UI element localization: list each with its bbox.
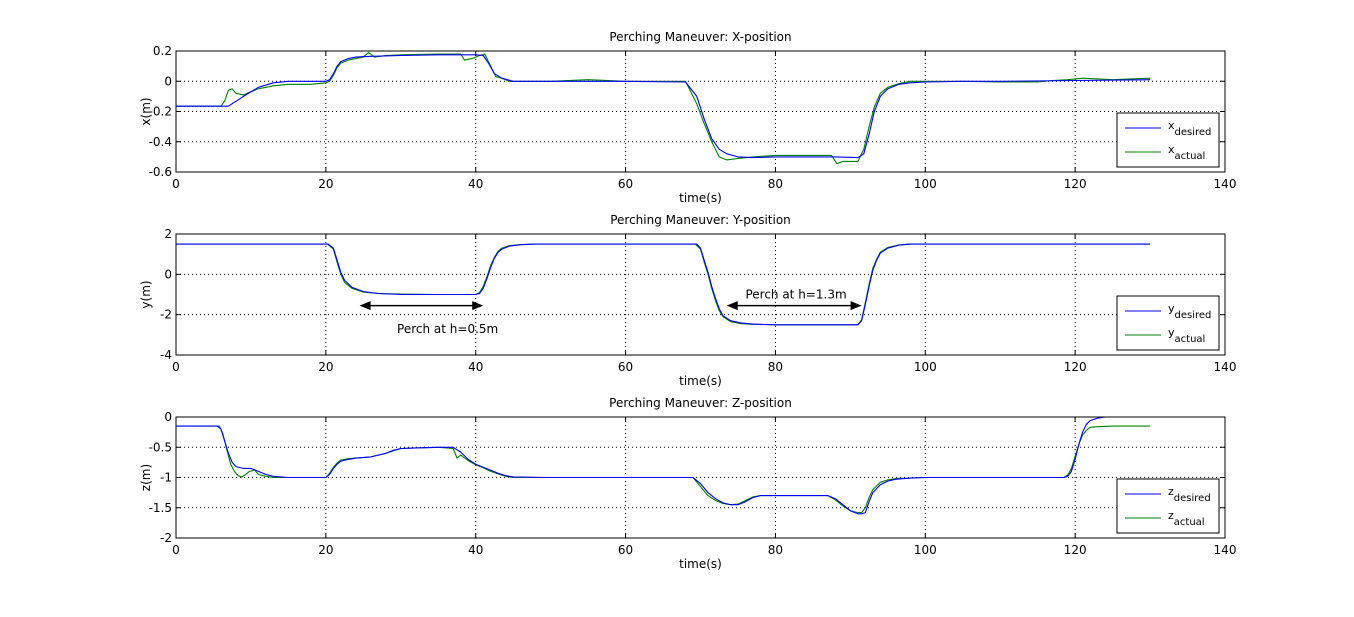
legend-label-desired: ydesired <box>1168 302 1211 321</box>
grid <box>176 234 1225 355</box>
series-line-desired <box>176 54 1151 159</box>
subplot-z: 0 20 40 60 80 100 120 140 -2 -1.5 -1 -0.5 0 Perching … <box>139 396 1236 571</box>
x-tick-label: 140 <box>1214 360 1237 374</box>
subplot-y: 0 20 40 60 80 100 120 140 -4 -2 0 2 Perching Maneuve… <box>139 213 1236 388</box>
legend-label-base: x <box>1168 143 1175 156</box>
legend-label-actual: yactual <box>1168 326 1205 345</box>
legend-label-desired: xdesired <box>1168 119 1211 138</box>
legend-box <box>1116 478 1220 534</box>
annotation-arrow-head-right <box>472 301 484 311</box>
x-tick-label: 20 <box>318 543 333 557</box>
annotation-arrow-head-left <box>359 301 371 311</box>
y-tick-label: -1 <box>160 471 172 485</box>
x-tick-label: 80 <box>768 360 783 374</box>
y-axis-label: x(m) <box>139 97 153 125</box>
x-tick-label: 120 <box>1064 543 1087 557</box>
x-tick-label: 0 <box>172 543 180 557</box>
annotation: Perch at h=0.5m <box>359 301 498 336</box>
y-tick-label: 0 <box>164 74 172 88</box>
y-tick-label: 2 <box>164 227 172 241</box>
legend-box <box>1116 112 1220 168</box>
annotation-arrow-head-right <box>850 301 862 311</box>
x-tick-label: 20 <box>318 360 333 374</box>
series-group <box>176 51 1151 165</box>
y-tick-label: -2 <box>160 308 172 322</box>
ticks: 0 20 40 60 80 100 120 140 -4 -2 0 2 <box>160 227 1236 374</box>
annotation-arrow-head-left <box>726 301 738 311</box>
x-tick-label: 120 <box>1064 360 1087 374</box>
x-tick-label: 40 <box>468 177 483 191</box>
x-tick-label: 140 <box>1214 543 1237 557</box>
subplot-x: 0 20 40 60 80 100 120 140 -0.6 -0.4 -0.2 0 0.2 Perchi… <box>139 30 1236 205</box>
y-tick-label: -0.6 <box>149 165 172 179</box>
y-tick-label: -0.5 <box>149 440 172 454</box>
x-tick-label: 60 <box>618 543 633 557</box>
legend-label-sub: desired <box>1175 310 1212 321</box>
y-tick-label: 0.2 <box>153 44 172 58</box>
legend-label-sub: desired <box>1174 493 1211 504</box>
legend-label-base: x <box>1168 119 1175 132</box>
legend-label-sub: desired <box>1175 127 1212 138</box>
series-line-desired <box>176 243 1151 326</box>
series-group <box>176 416 1151 515</box>
x-tick-label: 40 <box>468 360 483 374</box>
y-tick-label: -1.5 <box>149 501 172 515</box>
y-tick-label: -4 <box>160 348 172 362</box>
y-tick-label: 0 <box>164 410 172 424</box>
chart-title: Perching Maneuver: Y-position <box>610 213 791 227</box>
legend-label-base: y <box>1168 326 1175 339</box>
legend-label-actual: zactual <box>1168 509 1205 528</box>
legend-label-base: z <box>1168 485 1174 498</box>
x-axis-label: time(s) <box>679 374 722 388</box>
chart-title: Perching Maneuver: Z-position <box>609 396 792 410</box>
chart-title: Perching Maneuver: X-position <box>609 30 791 44</box>
x-tick-label: 0 <box>172 177 180 191</box>
plot-area <box>176 234 1225 355</box>
series-line-desired <box>176 416 1121 515</box>
legend-label-actual: xactual <box>1168 143 1205 162</box>
ticks: 0 20 40 60 80 100 120 140 -0.6 -0.4 -0.2 0 0.2 <box>149 44 1237 191</box>
legend-box <box>1116 295 1220 351</box>
x-tick-label: 40 <box>468 543 483 557</box>
x-tick-label: 120 <box>1064 177 1087 191</box>
x-tick-label: 100 <box>914 543 937 557</box>
y-axis-label: y(m) <box>139 280 153 308</box>
annotation-text: Perch at h=1.3m <box>745 288 846 302</box>
grid <box>176 51 1225 172</box>
x-tick-label: 100 <box>914 177 937 191</box>
x-axis-label: time(s) <box>679 191 722 205</box>
legend-label-sub: actual <box>1175 334 1206 345</box>
x-tick-label: 80 <box>768 543 783 557</box>
x-tick-label: 140 <box>1214 177 1237 191</box>
annotation: Perch at h=1.3m <box>726 288 862 311</box>
x-tick-label: 100 <box>914 360 937 374</box>
x-tick-label: 20 <box>318 177 333 191</box>
axes-frame <box>175 233 1226 356</box>
series-group <box>176 243 1151 326</box>
y-tick-label: -0.4 <box>149 135 172 149</box>
x-tick-label: 60 <box>618 177 633 191</box>
legend-label-base: z <box>1168 509 1174 522</box>
x-tick-label: 80 <box>768 177 783 191</box>
legend-label-sub: actual <box>1175 151 1206 162</box>
y-tick-label: 0 <box>164 267 172 281</box>
annotation-text: Perch at h=0.5m <box>397 322 498 336</box>
ticks: 0 20 40 60 80 100 120 140 -2 -1.5 -1 -0.5 0 <box>149 410 1237 557</box>
x-tick-label: 60 <box>618 360 633 374</box>
legend-label-desired: zdesired <box>1168 485 1211 504</box>
x-tick-label: 0 <box>172 360 180 374</box>
y-tick-label: -0.2 <box>149 105 172 119</box>
legend-label-base: y <box>1168 302 1175 315</box>
y-axis-label: z(m) <box>139 464 153 491</box>
legend-label-sub: actual <box>1174 517 1205 528</box>
x-axis-label: time(s) <box>679 557 722 571</box>
y-tick-label: -2 <box>160 531 172 545</box>
